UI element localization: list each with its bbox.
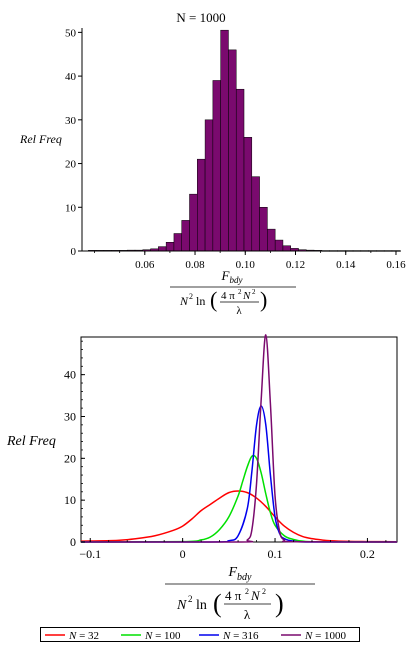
density-y-ticks: 0 10 20 30 40 [64,340,85,549]
svg-text:): ) [275,589,284,618]
svg-text:N: N [179,294,189,308]
svg-text:N: N [250,588,261,603]
histogram-bar [228,49,237,252]
histogram-y-axis-label: Rel Freq [19,132,62,146]
x-tick-label: 0.2 [360,547,375,561]
svg-text:2: 2 [262,587,266,596]
x-tick-label: 0.06 [135,259,155,271]
density-plot-frame [80,336,398,543]
y-tick-label: 20 [64,451,76,465]
y-tick-label: 40 [64,368,76,382]
x-tick-label: −0.1 [79,547,101,561]
histogram-bar [181,220,190,252]
histogram-bar [274,239,284,252]
svg-text:ln: ln [196,294,205,308]
x-tick-label: 0.10 [236,259,256,271]
x-tick-label: 0.16 [386,259,406,271]
svg-text:Fbdy: Fbdy [227,565,252,583]
xlabel-numerator: F [221,268,231,283]
density-x-ticks: −0.1 0 0.1 0.2 [79,538,387,561]
legend-label: N = 32 [68,630,99,641]
legend-label: N = 1000 [304,630,347,641]
histogram-bar [173,233,182,252]
svg-text:): ) [260,287,267,312]
svg-text:4 π: 4 π [221,290,235,302]
y-tick-label: 20 [65,159,77,171]
series-line [80,334,398,543]
y-tick-label: 30 [64,409,76,423]
histogram-bar [251,176,260,252]
histogram-bar [204,119,214,252]
series-line [80,405,397,543]
histogram-bar [197,158,206,252]
histogram-bar [235,88,245,252]
y-tick-label: 50 [65,27,77,39]
svg-text:(: ( [210,287,217,312]
svg-text:2: 2 [188,594,193,604]
svg-text:2: 2 [252,288,256,296]
y-tick-label: 30 [65,115,77,127]
svg-text:λ: λ [236,305,242,317]
histogram-bar [165,242,175,252]
histogram-bar [158,246,167,252]
svg-text:4 π: 4 π [225,588,242,603]
y-tick-label: 0 [70,535,76,549]
legend-items: N = 32 N = 100 N = 316 N = 1000 [45,630,347,641]
histogram-title: N = 1000 [176,10,225,25]
svg-text:2: 2 [245,587,249,596]
legend: N = 32 N = 100 N = 316 N = 1000 [40,627,360,642]
svg-text:λ: λ [244,607,251,622]
histogram-x-axis-label: Fbdy N 2 ln ( 4 π 2 N 2 λ ) [170,268,296,317]
x-tick-label: 0 [180,547,186,561]
histogram-bar [189,193,198,252]
histogram-bar [282,245,291,252]
y-tick-label: 10 [64,493,76,507]
density-series-lines [80,334,398,543]
y-tick-label: 40 [65,71,77,83]
histogram-bar [243,137,253,252]
xlabel-numerator-sub: bdy [229,275,242,285]
histogram-bar [259,207,268,252]
svg-text:N: N [242,290,251,302]
x-tick-label: 0.14 [336,259,356,271]
series-line [80,454,398,543]
svg-text:Fbdy: Fbdy [221,268,243,285]
histogram-chart: N = 1000 Rel Freq 0.06 0.08 0.10 0.12 0.14 0.… [19,10,406,317]
density-y-axis-label: Rel Freq [6,434,56,449]
histogram-bar [212,80,221,252]
x-tick-label: 0.1 [268,547,283,561]
series-line [80,490,398,543]
svg-text:ln: ln [196,598,207,613]
histogram-bars [88,29,400,252]
density-x-axis-label: Fbdy N 2 ln ( 4 π 2 N 2 λ ) [165,565,315,622]
x-tick-label: 0.12 [286,259,305,271]
histogram-x-ticks: 0.06 0.08 0.10 0.12 0.14 0.16 [94,251,406,271]
histogram-y-ticks: 0 10 20 30 40 50 [65,27,82,258]
y-tick-label: 0 [71,246,77,258]
svg-text:(: ( [213,589,222,618]
svg-text:2: 2 [189,292,193,301]
svg-text:N: N [176,598,187,613]
legend-label: N = 316 [222,630,259,641]
histogram-bar [267,228,276,252]
y-tick-label: 10 [65,202,77,214]
histogram-bar [220,29,229,252]
svg-text:2: 2 [238,288,242,296]
legend-label: N = 100 [144,630,181,641]
x-tick-label: 0.08 [185,259,205,271]
